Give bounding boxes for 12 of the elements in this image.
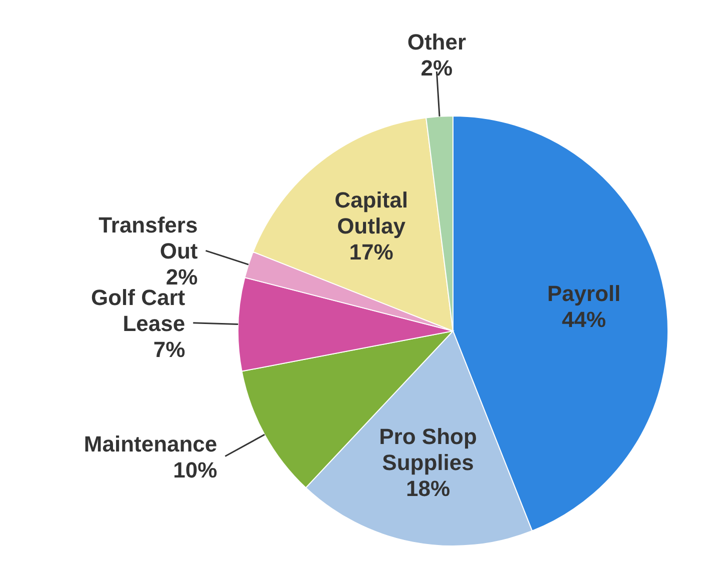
slice-label: Capital Outlay [334, 187, 408, 238]
slice-label: Maintenance [84, 430, 218, 456]
slice-label: Transfers Out [98, 212, 198, 264]
data-label: 17% [349, 239, 394, 264]
data-label: 2% [420, 55, 453, 80]
slice-label: Pro Shop Supplies [379, 423, 477, 474]
data-label: 18% [406, 475, 450, 500]
data-label: 7% [153, 336, 186, 362]
data-label: 10% [173, 456, 218, 482]
slice-label: Other [407, 29, 466, 54]
slice-label: Payroll [547, 280, 621, 306]
data-label: 44% [562, 306, 606, 332]
